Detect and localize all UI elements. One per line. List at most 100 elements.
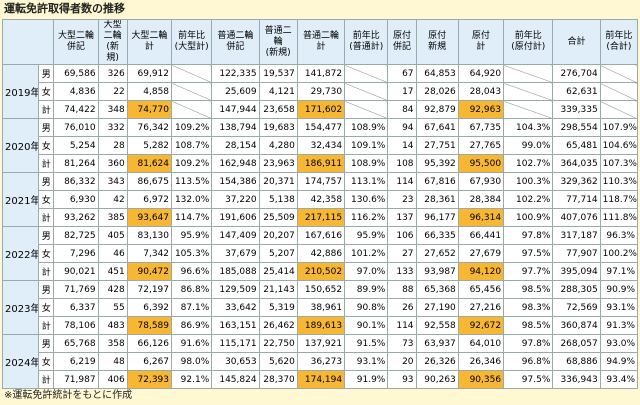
cell: 92,672 — [457, 316, 505, 335]
cell: 4,280 — [258, 136, 298, 155]
cell: 167,616 — [296, 226, 346, 245]
cell: 26,346 — [457, 352, 505, 371]
cell: 93,262 — [53, 208, 99, 227]
data-row: 2022年男 82,725 405 83,130 95.9% 147,409 20,207 1… — [1, 226, 639, 281]
cell: 288,305 — [552, 280, 601, 299]
empty-cell — [171, 64, 213, 83]
cell: 186,911 — [296, 154, 346, 173]
cell: 20,207 — [258, 226, 298, 245]
data-table: 大型二輪 併記 大型二輪 (新規) 大型二輪 計前年比 (大型計) 普通二輪 併記 普通… — [1, 19, 639, 389]
column-header: 普通二輪 (新規) — [258, 19, 298, 65]
empty-cell — [599, 100, 639, 119]
cell: 406 — [97, 370, 128, 389]
cell: 138,794 — [211, 118, 260, 137]
cell: 339,335 — [552, 100, 601, 119]
column-header: 大型二輪 併記 — [53, 19, 99, 65]
cell: 22,750 — [258, 334, 298, 353]
cell: 65,481 — [552, 136, 601, 155]
cell: 81,264 — [53, 154, 99, 173]
cell: 78,106 — [53, 316, 99, 335]
year-label: 2021年 — [1, 172, 40, 227]
cell: 97.8% — [503, 334, 554, 353]
corner — [1, 19, 55, 65]
cell: 28,361 — [415, 190, 459, 209]
cell: 326 — [97, 64, 128, 83]
data-row: 計 74,422 348 74,770 147,944 23,658 171,602 84 92… — [3, 100, 639, 119]
cell: 451 — [97, 262, 128, 281]
gender-label: 男 — [38, 280, 55, 299]
cell: 91.6% — [171, 334, 213, 353]
cell: 42,358 — [296, 190, 346, 209]
column-header: 大型二輪 計 — [126, 19, 173, 65]
cell: 118.7% — [599, 190, 639, 209]
cell: 98.5% — [503, 316, 554, 335]
cell: 336,943 — [552, 370, 601, 389]
cell: 5,254 — [53, 136, 99, 155]
cell: 28,370 — [258, 370, 298, 389]
cell: 141,872 — [296, 64, 346, 83]
cell: 64,853 — [415, 64, 459, 83]
cell: 94.9% — [599, 352, 639, 371]
cell: 19,537 — [258, 64, 298, 83]
cell: 87.1% — [171, 298, 213, 317]
cell: 66,126 — [126, 334, 173, 353]
data-row: 計 90,021 451 90,472 96.6% 185,088 25,414 210,50… — [3, 262, 639, 281]
column-header: 大型二輪 (新規) — [97, 19, 128, 65]
cell: 96,177 — [415, 208, 459, 227]
cell: 95,500 — [457, 154, 505, 173]
cell: 27,216 — [457, 298, 505, 317]
cell: 20 — [387, 352, 417, 371]
cell: 27,190 — [415, 298, 459, 317]
cell: 96.6% — [171, 262, 213, 281]
cell: 210,502 — [296, 262, 346, 281]
cell: 7,342 — [126, 244, 173, 263]
cell: 90,263 — [415, 370, 459, 389]
cell: 46 — [97, 244, 128, 263]
column-header: 普通二輪 併記 — [211, 19, 260, 65]
data-row: 女 6,219 48 6,267 98.0% 30,653 5,620 36,273 93.1%… — [3, 352, 639, 371]
empty-cell — [503, 100, 554, 119]
cell: 37,679 — [211, 244, 260, 263]
gender-label: 男 — [38, 226, 55, 245]
cell: 154,477 — [296, 118, 346, 137]
cell: 67,816 — [415, 172, 459, 191]
cell: 36,273 — [296, 352, 346, 371]
header-row: 大型二輪 併記 大型二輪 (新規) 大型二輪 計前年比 (大型計) 普通二輪 併記 普通… — [1, 19, 639, 65]
cell: 189,613 — [296, 316, 346, 335]
cell: 86,332 — [53, 172, 99, 191]
cell: 22 — [97, 82, 128, 101]
cell: 91.5% — [344, 334, 389, 353]
gender-label: 女 — [38, 352, 55, 371]
cell: 65,768 — [53, 334, 99, 353]
empty-cell — [599, 64, 639, 83]
cell: 23,963 — [258, 154, 298, 173]
cell: 364,035 — [552, 154, 601, 173]
cell: 30,653 — [211, 352, 260, 371]
cell: 174,757 — [296, 172, 346, 191]
cell: 94,120 — [457, 262, 505, 281]
cell: 185,088 — [211, 262, 260, 281]
cell: 298,554 — [552, 118, 601, 137]
cell: 132.0% — [171, 190, 213, 209]
cell: 90,021 — [53, 262, 99, 281]
cell: 5,282 — [126, 136, 173, 155]
empty-cell — [344, 82, 389, 101]
cell: 32,434 — [296, 136, 346, 155]
cell: 137,921 — [296, 334, 346, 353]
cell: 114 — [387, 316, 417, 335]
cell: 23 — [387, 190, 417, 209]
cell: 100.2% — [599, 244, 639, 263]
cell: 93,987 — [415, 262, 459, 281]
year-label: 2023年 — [1, 280, 40, 335]
cell: 4,836 — [53, 82, 99, 101]
cell: 385 — [97, 208, 128, 227]
cell: 104.3% — [503, 118, 554, 137]
cell: 28,026 — [415, 82, 459, 101]
cell: 67 — [387, 64, 417, 83]
cell: 108.7% — [171, 136, 213, 155]
column-header: 普通二輪 計 — [296, 19, 346, 65]
cell: 6,930 — [53, 190, 99, 209]
cell: 6,337 — [53, 298, 99, 317]
cell: 4,121 — [258, 82, 298, 101]
gender-label: 女 — [38, 298, 55, 317]
